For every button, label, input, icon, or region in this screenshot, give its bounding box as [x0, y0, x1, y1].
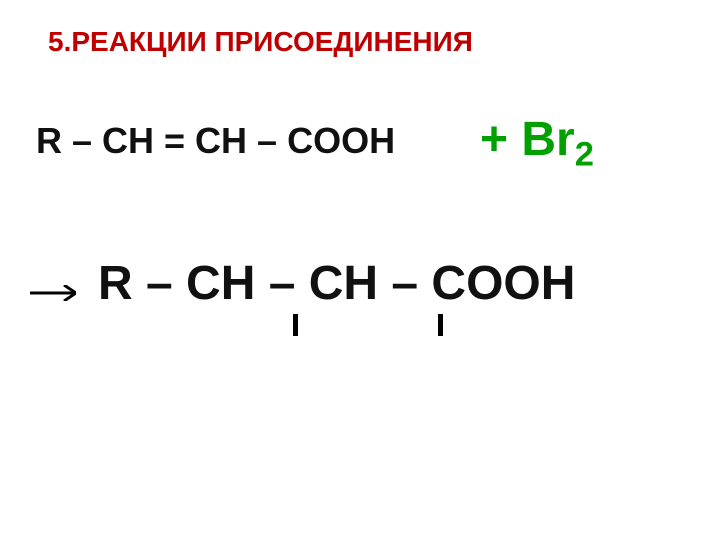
reagent-subscript: 2 [575, 136, 594, 174]
plus-sign: + [480, 113, 521, 166]
reagent-formula: Br [521, 113, 574, 166]
reactant-formula: R – CH = CH – COOH [36, 120, 395, 161]
bond-bar-2 [438, 314, 443, 336]
reagent-block: + Br2 [480, 112, 594, 175]
reactant-line: R – CH = CH – COOH [36, 120, 395, 162]
reaction-arrow [30, 285, 76, 301]
section-title: 5.РЕАКЦИИ ПРИСОЕДИНЕНИЯ [48, 26, 473, 58]
product-block: R – CH – CH – COOH [98, 256, 575, 311]
product-formula: R – CH – CH – COOH [98, 256, 575, 311]
bond-bar-1 [293, 314, 298, 336]
